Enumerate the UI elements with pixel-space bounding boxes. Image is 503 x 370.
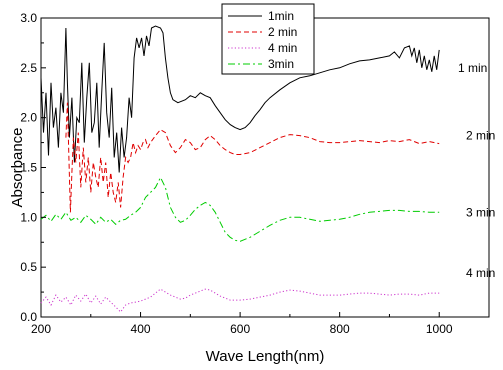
y-axis-label: Absorbance xyxy=(9,127,26,207)
annotations: 1 min 2 min 4 min 3 min xyxy=(458,61,495,280)
legend-label-2: 2 min xyxy=(268,25,297,39)
y-tick-label: 1.5 xyxy=(20,161,37,175)
series-line-1 xyxy=(40,25,440,173)
series-layer xyxy=(40,25,440,313)
x-tick-label: 200 xyxy=(31,322,51,336)
series-line-2 xyxy=(65,102,440,213)
legend-label-1: 1min xyxy=(268,9,294,23)
plot-area: 200 400 600 800 1000 0.0 0.5 1.0 1.5 2.0 2.5 3.0 xyxy=(20,11,490,336)
x-tick-label: 600 xyxy=(230,322,250,336)
series-annotation-2: 2 min xyxy=(466,129,495,143)
y-tick-label: 2.5 xyxy=(20,61,37,75)
series-line-4 xyxy=(40,176,440,242)
x-tick-label: 800 xyxy=(330,322,350,336)
x-tick-label: 1000 xyxy=(426,322,453,336)
series-line-3 xyxy=(40,288,440,313)
ticks-layer: 200 400 600 800 1000 0.0 0.5 1.0 1.5 2.0 2.5 3.0 xyxy=(20,11,453,336)
legend-label-3: 4 min xyxy=(268,41,297,55)
series-annotation-3: 4 min xyxy=(466,266,495,280)
y-tick-label: 3.0 xyxy=(20,11,37,25)
legend-label-4: 3min xyxy=(268,57,294,71)
y-tick-label: 0.0 xyxy=(20,310,37,324)
x-axis-label: Wave Length(nm) xyxy=(206,348,325,365)
x-tick-label: 400 xyxy=(131,322,151,336)
series-annotation-1: 1 min xyxy=(458,61,487,75)
series-annotation-4: 3 min xyxy=(466,205,495,219)
y-tick-label: 1.0 xyxy=(20,210,37,224)
y-tick-label: 2.0 xyxy=(20,111,37,125)
y-tick-label: 0.5 xyxy=(20,260,37,274)
legend: 1min 2 min 4 min 3min xyxy=(221,3,315,75)
